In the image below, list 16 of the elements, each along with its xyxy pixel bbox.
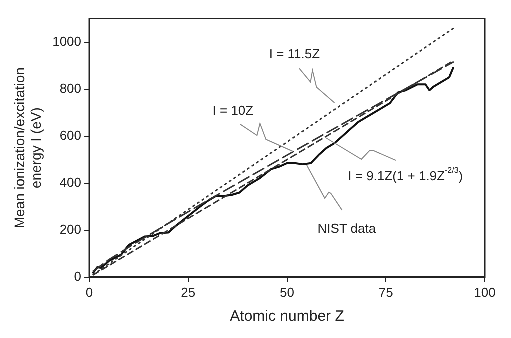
x-tick-label: 0 xyxy=(86,284,94,300)
annotation: NIST data xyxy=(318,221,377,236)
x-tick-label: 25 xyxy=(181,284,196,300)
y-tick-label: 0 xyxy=(74,268,82,284)
x-axis-title: Atomic number Z xyxy=(230,308,344,326)
y-tick-label: 200 xyxy=(60,222,82,237)
annotation: I = 10Z xyxy=(212,103,254,118)
x-tick-label: 100 xyxy=(474,284,496,300)
annotation: I = 11.5Z xyxy=(269,46,320,62)
x-tick-label: 50 xyxy=(280,284,294,300)
y-tick-label: 600 xyxy=(60,128,82,143)
y-tick-label: 1000 xyxy=(52,34,82,49)
x-tick-label: 75 xyxy=(378,284,394,300)
y-tick-label: 400 xyxy=(60,174,82,190)
y-axis-title: Mean ionization/excitation energy I (eV) xyxy=(11,68,44,229)
y-tick-label: 800 xyxy=(60,80,82,96)
